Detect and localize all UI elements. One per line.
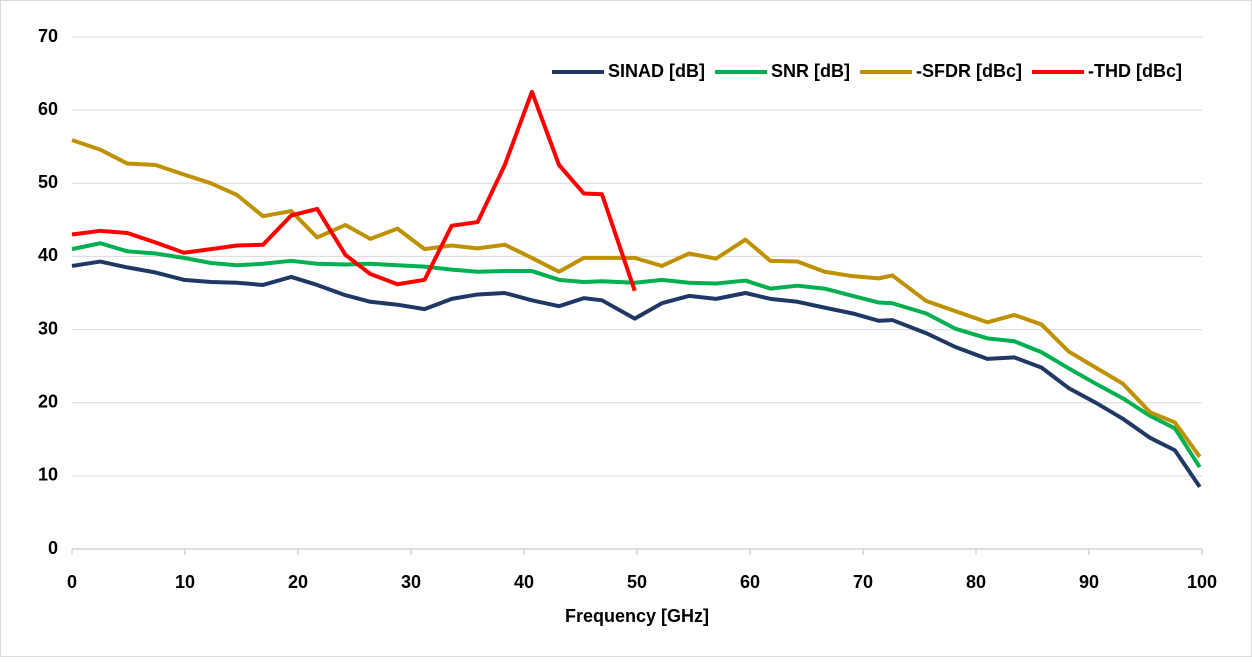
x-tick-label: 0 — [67, 572, 77, 592]
y-tick-label: 70 — [38, 26, 58, 46]
y-tick-label: 50 — [38, 172, 58, 192]
series-line — [71, 259, 1202, 488]
y-tick-label: 30 — [38, 318, 58, 338]
legend-label: -THD [dBc] — [1088, 61, 1182, 81]
y-tick-label: 10 — [38, 465, 58, 485]
y-tick-label: 40 — [38, 245, 58, 265]
x-tick-label: 80 — [966, 572, 986, 592]
series-line — [71, 138, 1202, 459]
legend-label: -SFDR [dBc] — [916, 61, 1022, 81]
x-tick-label: 10 — [175, 572, 195, 592]
x-tick-label: 60 — [740, 572, 760, 592]
x-tick-label: 70 — [853, 572, 873, 592]
series-line — [71, 89, 637, 292]
legend-label: SINAD [dB] — [608, 61, 705, 81]
x-tick-label: 40 — [514, 572, 534, 592]
x-tick-label: 100 — [1187, 572, 1217, 592]
x-tick-label: 20 — [288, 572, 308, 592]
x-axis-title: Frequency [GHz] — [565, 606, 709, 626]
y-tick-label: 60 — [38, 99, 58, 119]
y-tick-label: 20 — [38, 391, 58, 411]
x-tick-label: 90 — [1079, 572, 1099, 592]
series-line — [71, 241, 1202, 469]
legend-label: SNR [dB] — [771, 61, 850, 81]
y-tick-label: 0 — [48, 538, 58, 558]
x-tick-label: 30 — [401, 572, 421, 592]
x-tick-label: 50 — [627, 572, 647, 592]
